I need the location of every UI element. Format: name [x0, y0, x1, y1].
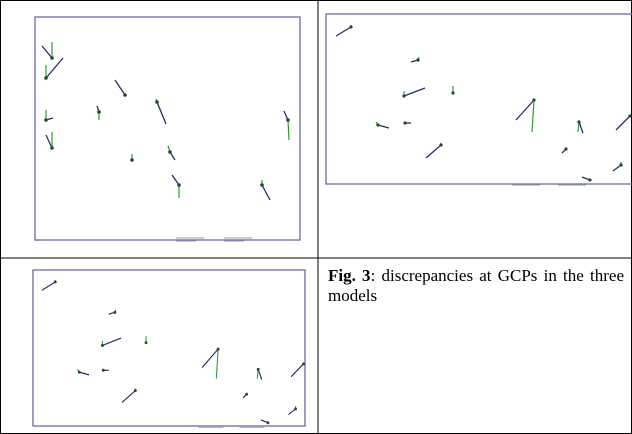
plot-frame [32, 269, 306, 427]
plot-frame [34, 16, 301, 241]
vectors [41, 279, 306, 428]
caption-label: Fig. 3 [328, 266, 371, 285]
vectors [335, 25, 632, 186]
plot-1 [34, 16, 301, 242]
scale-bars [176, 237, 252, 242]
plot-frame [325, 13, 632, 185]
vectors [41, 42, 290, 201]
figure-caption: Fig. 3: discrepancies at GCPs in the thr… [328, 266, 624, 306]
plot-3 [32, 269, 306, 428]
plot-2 [325, 13, 632, 186]
caption-text: : discrepancies at GCPs in the three mod… [328, 266, 624, 305]
